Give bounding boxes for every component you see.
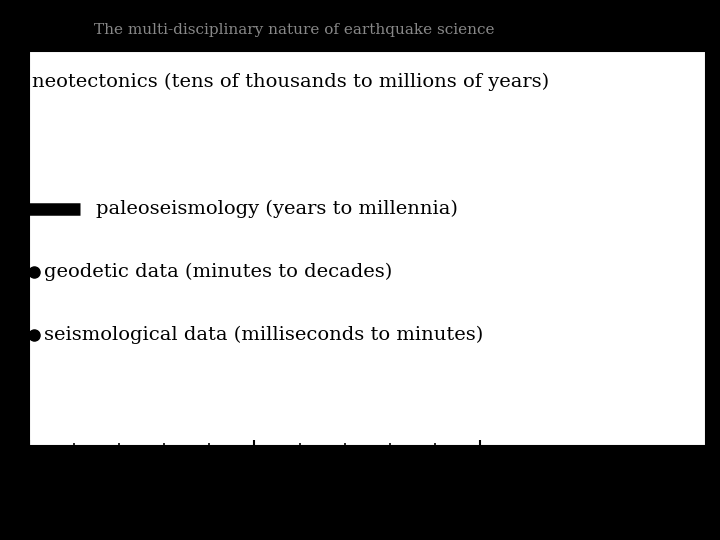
Text: seismological data (milliseconds to minutes): seismological data (milliseconds to minu… xyxy=(44,326,483,344)
Text: geodetic data (minutes to decades): geodetic data (minutes to decades) xyxy=(44,263,392,281)
Text: neotectonics (tens of thousands to millions of years): neotectonics (tens of thousands to milli… xyxy=(32,72,549,91)
Text: The multi-disciplinary nature of earthquake science: The multi-disciplinary nature of earthqu… xyxy=(94,23,494,37)
Text: paleoseismology (years to millennia): paleoseismology (years to millennia) xyxy=(96,200,459,218)
X-axis label: Years: Years xyxy=(341,479,394,497)
